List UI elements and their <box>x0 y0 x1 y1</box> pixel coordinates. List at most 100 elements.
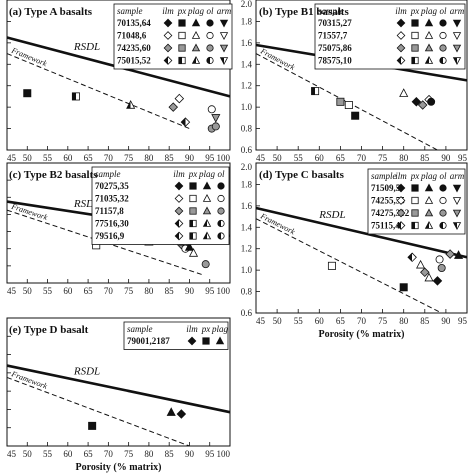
x-tick-label: 90 <box>441 153 451 163</box>
framework-line <box>255 218 442 314</box>
data-point <box>71 92 80 101</box>
data-point <box>126 100 136 109</box>
legend-sample-name: 70275,35 <box>95 181 129 191</box>
legend-ilm-marker <box>396 183 406 193</box>
legend-arm-marker <box>452 57 462 66</box>
legend-ilm-marker <box>396 196 406 205</box>
data-point <box>344 101 353 110</box>
data-point <box>417 100 428 110</box>
y-tick-label: 1.0 <box>241 102 253 112</box>
x-tick-label: 85 <box>165 449 175 459</box>
legend-ilm-marker <box>174 231 184 241</box>
x-tick-label: 80 <box>399 153 409 163</box>
legend-ol-marker <box>206 44 214 52</box>
x-tick-label: 65 <box>84 449 94 459</box>
data-point <box>351 111 360 120</box>
data-point <box>445 249 455 259</box>
x-tick-label: 55 <box>294 153 304 163</box>
y-tick-label: 0.6 <box>241 145 253 155</box>
legend-arm-marker <box>219 44 229 53</box>
legend-header-px: px <box>201 324 211 334</box>
legend-arm-marker <box>219 19 229 28</box>
legend-header-ilm: ilm <box>186 324 198 334</box>
x-tick-label: 75 <box>124 153 134 163</box>
x-tick-label: 70 <box>357 153 367 163</box>
legend-header-px: px <box>177 6 187 16</box>
legend-sample-name: 74255,55 <box>371 196 405 206</box>
data-point <box>174 93 185 104</box>
data-point <box>211 114 221 123</box>
legend-plag-marker <box>202 231 212 240</box>
data-point <box>416 259 426 269</box>
rsdl-line <box>6 364 231 414</box>
x-tick-label: 60 <box>63 153 73 163</box>
legend-plag-marker <box>202 181 212 190</box>
legend-header-sample: sample <box>127 324 153 334</box>
x-tick-label: 100 <box>217 153 231 163</box>
legend-header-ilm: ilm <box>162 6 174 16</box>
x-tick-label: 95 <box>458 316 468 326</box>
y-tick-label: 1.0 <box>241 265 253 275</box>
x-tick-label: 70 <box>104 286 114 296</box>
legend-ol-marker <box>217 232 225 240</box>
x-tick-label: 75 <box>378 153 388 163</box>
legend-header-sample: sample <box>95 169 121 179</box>
legend-ol-marker <box>439 184 447 192</box>
x-tick-label: 50 <box>273 316 283 326</box>
legend-ilm-marker <box>163 18 173 28</box>
y-tick-label: 1.8 <box>241 179 253 189</box>
data-point <box>176 409 187 419</box>
legend-px-marker <box>411 44 419 52</box>
legend-header-ilm: ilm <box>395 6 407 16</box>
panel-1: 45 50 55 60 65 70 75 80 85 90 95 100RSDLFrameworksa… <box>6 0 233 163</box>
legend-ilm-marker <box>396 208 406 218</box>
legend-header-ol: ol <box>439 171 447 181</box>
legend-px-marker <box>189 232 197 240</box>
legend-header-plag: plag <box>187 6 205 16</box>
x-tick-label: 90 <box>185 449 195 459</box>
data-point <box>23 89 32 98</box>
x-tick-label: 45 <box>256 153 266 163</box>
data-point <box>399 283 408 292</box>
data-point <box>311 87 320 96</box>
legend-ilm-marker <box>396 18 406 28</box>
legend-sample-name: 71048,6 <box>117 31 147 41</box>
x-tick-label: 55 <box>43 286 53 296</box>
legend-px-marker <box>411 221 419 230</box>
x-tick-label: 70 <box>357 316 367 326</box>
legend-sample-name: 75115,4 <box>371 221 400 231</box>
legend-arm-marker <box>452 19 462 28</box>
rsdl-label: RSDL <box>73 41 100 53</box>
x-tick-label: 85 <box>165 286 175 296</box>
legend-sample-name: 78575,10 <box>318 56 352 66</box>
data-point <box>327 261 336 270</box>
legend-header-arm: arm <box>450 6 465 16</box>
x-tick-label: 85 <box>420 316 430 326</box>
x-tick-label: 80 <box>144 153 154 163</box>
legend-box <box>91 166 230 245</box>
panel-3-legend: sample ilm px plag ol 70275,35 71035,32 71157,8… <box>91 166 230 245</box>
legend-sample-name: 79516,9 <box>95 231 125 241</box>
legend-ol-marker <box>217 207 225 215</box>
x-tick-label: 95 <box>205 449 215 459</box>
legend-ilm-marker <box>396 221 406 230</box>
framework-line <box>6 376 190 447</box>
x-tick-label: 55 <box>43 449 53 459</box>
legend-header-ol: ol <box>206 6 214 16</box>
x-tick-label: 65 <box>84 153 94 163</box>
legend-arm-marker <box>452 184 462 193</box>
x-tick-label: 45 <box>7 449 17 459</box>
x-tick-label: 80 <box>399 316 409 326</box>
legend-ol-marker <box>439 31 447 40</box>
data-point <box>453 250 464 259</box>
x-tick-label: 70 <box>104 153 114 163</box>
legend-header-ilm: ilm <box>173 169 185 179</box>
x-tick-label: 75 <box>378 316 388 326</box>
data-point <box>411 97 422 107</box>
x-tick-label: 100 <box>217 449 231 459</box>
legend-px-marker <box>411 209 419 217</box>
legend-ol-marker <box>206 56 214 65</box>
x-tick-label: 75 <box>124 286 134 296</box>
x-tick-label: 60 <box>315 316 325 326</box>
